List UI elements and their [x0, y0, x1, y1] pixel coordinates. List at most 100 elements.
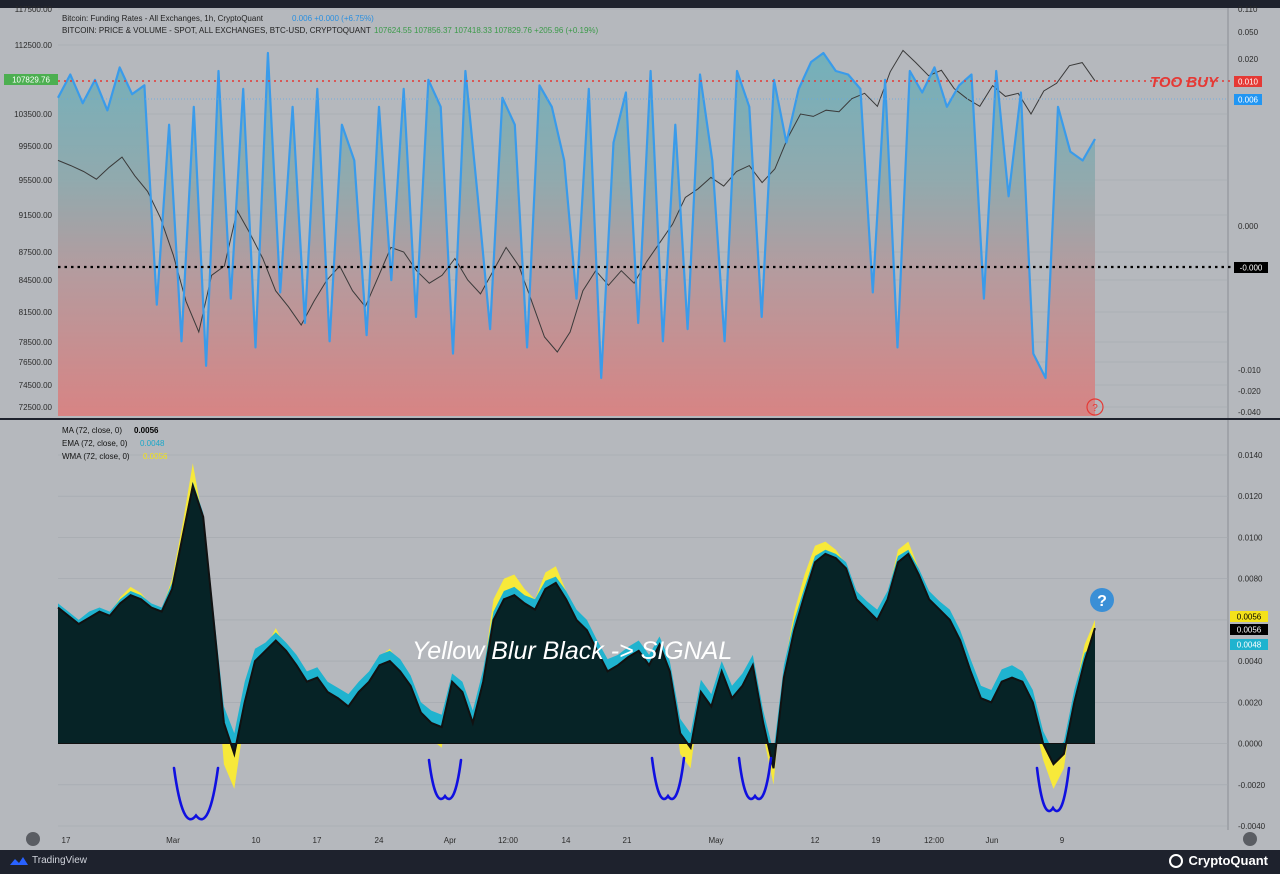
ma-badge	[1230, 624, 1268, 635]
right-axis-tick: 0.110	[1238, 5, 1258, 14]
legend-wma-value: 0.0056	[143, 452, 168, 461]
time-axis-bg	[0, 830, 1280, 850]
help-icon-top[interactable]: ?	[1086, 398, 1104, 416]
tradingview-brand[interactable]: TradingView	[10, 855, 87, 866]
panel-divider	[0, 418, 1280, 420]
cryptoquant-text: CryptoQuant	[1188, 853, 1268, 868]
legend-ma-value: 0.0056	[134, 426, 159, 435]
ma-area	[58, 485, 1095, 769]
left-axis-tick: 91500.00	[19, 211, 53, 220]
right-axis-tick: -0.020	[1238, 387, 1261, 396]
right-axis-tick: -0.040	[1238, 408, 1261, 417]
left-axis-tick: 99500.00	[19, 142, 53, 151]
tradingview-logo-icon	[10, 856, 28, 865]
funding-red-badge	[1234, 76, 1262, 87]
time-axis-tick: May	[708, 836, 723, 845]
signal-arcs	[172, 756, 1071, 821]
left-axis-tick: 112500.00	[15, 41, 53, 50]
bottom-axis-tick: -0.0020	[1238, 781, 1266, 790]
time-axis: 17 Mar 10 17 24 Apr 12:00 14 21 May 12 19 12:00 Jun 9	[62, 836, 1065, 845]
funding-red-badge-text: 0.010	[1238, 78, 1259, 87]
time-axis-tick: 12	[811, 836, 820, 845]
bottom-axis-tick: 0.0120	[1238, 492, 1263, 501]
time-axis-tick: 9	[1060, 836, 1065, 845]
legend-wma-label: WMA (72, close, 0)	[62, 452, 130, 461]
bottom-axis-tick: 0.0140	[1238, 451, 1263, 460]
left-axis-tick: 72500.00	[19, 403, 53, 412]
right-axis-tick: -0.010	[1238, 366, 1261, 375]
svg-text:?: ?	[1097, 593, 1107, 610]
time-axis-tick: 21	[623, 836, 632, 845]
legend-price-value: 107624.55 107856.37 107418.33 107829.76 …	[374, 26, 599, 35]
bottom-axis-tick: 0.0040	[1238, 657, 1263, 666]
cryptoquant-logo-icon	[1168, 853, 1183, 868]
top-axes: 117500.00 112500.00 103500.00 99500.00 95500…	[14, 5, 1261, 417]
svg-text:?: ?	[1092, 403, 1098, 414]
bottom-axis-tick: 0.0100	[1238, 533, 1263, 542]
left-axis-tick: 78500.00	[19, 338, 53, 347]
bottom-axis-tick: 0.0020	[1238, 698, 1263, 707]
bottom-axis-tick: 0.0080	[1238, 575, 1263, 584]
time-axis-tick: 12:00	[924, 836, 945, 845]
left-axis-tick: 103500.00	[14, 110, 52, 119]
wma-badge-text: 0.0056	[1237, 613, 1262, 622]
scroll-right-handle[interactable]	[1243, 832, 1257, 846]
price-badge-text: 107829.76	[12, 76, 50, 85]
tradingview-text: TradingView	[32, 855, 88, 866]
time-axis-tick: 17	[62, 836, 71, 845]
legend-ema-label: EMA (72, close, 0)	[62, 439, 128, 448]
ma-badge-text: 0.0056	[1237, 626, 1262, 635]
signal-annotation: Yellow Blur Black -> SIGNAL	[412, 637, 732, 665]
legend-funding-value: 0.006 +0.000 (+6.75%)	[292, 14, 374, 23]
signal-arc	[427, 758, 463, 801]
price-badge	[4, 74, 58, 85]
signal-arc	[737, 756, 773, 801]
bottom-axis-tick: -0.0040	[1238, 822, 1266, 831]
funding-last-badge-text: 0.006	[1238, 96, 1259, 105]
signal-arc	[650, 756, 686, 801]
time-axis-tick: 24	[375, 836, 384, 845]
right-axis-tick: 0.000	[1238, 222, 1259, 231]
left-axis-tick: 81500.00	[19, 308, 53, 317]
ema-badge	[1230, 639, 1268, 650]
signal-arc	[1035, 766, 1071, 813]
zero-badge-text: -0.000	[1240, 264, 1263, 273]
time-axis-tick: Mar	[166, 836, 180, 845]
left-axis-tick: 76500.00	[19, 358, 53, 367]
right-axis-tick: 0.050	[1238, 28, 1259, 37]
price-line	[57, 49, 1096, 353]
too-buy-annotation: TOO BUY	[1150, 74, 1220, 91]
time-axis-tick: 14	[562, 836, 571, 845]
legend-ma-label: MA (72, close, 0)	[62, 426, 122, 435]
left-axis-tick: 87500.00	[19, 248, 53, 257]
funding-line	[57, 51, 1096, 380]
left-axis-tick: 95500.00	[19, 176, 53, 185]
help-icon-bottom[interactable]: ?	[1090, 588, 1114, 612]
funding-last-badge	[1234, 94, 1262, 105]
bottom-series	[57, 463, 1096, 789]
time-axis-tick: Jun	[986, 836, 999, 845]
time-axis-tick: 17	[313, 836, 322, 845]
zero-badge	[1234, 262, 1268, 273]
legend-ema-value: 0.0048	[140, 439, 165, 448]
funding-area	[58, 53, 1095, 416]
scroll-left-handle[interactable]	[26, 832, 40, 846]
funding-area-fill	[58, 53, 1095, 416]
top-series	[57, 49, 1232, 380]
bottom-axes: 0.0140 0.0120 0.0100 0.0080 0.0040 0.0020 0.00…	[1238, 451, 1266, 831]
ema-badge-text: 0.0048	[1237, 641, 1262, 650]
wma-badge	[1230, 611, 1268, 622]
left-axis-tick: 74500.00	[19, 381, 53, 390]
time-axis-tick: 19	[872, 836, 881, 845]
time-axis-tick: Apr	[444, 836, 457, 845]
left-axis-tick: 84500.00	[19, 276, 53, 285]
left-axis-tick: 117500.00	[15, 5, 53, 14]
bottom-axis-tick: 0.0000	[1238, 740, 1263, 749]
time-axis-tick: 12:00	[498, 836, 519, 845]
legend-funding-label: Bitcoin: Funding Rates - All Exchanges, …	[62, 14, 264, 23]
signal-arc	[172, 766, 220, 821]
time-axis-tick: 10	[252, 836, 261, 845]
right-axis-tick: 0.020	[1238, 55, 1259, 64]
cryptoquant-brand[interactable]: CryptoQuant	[1168, 853, 1268, 868]
